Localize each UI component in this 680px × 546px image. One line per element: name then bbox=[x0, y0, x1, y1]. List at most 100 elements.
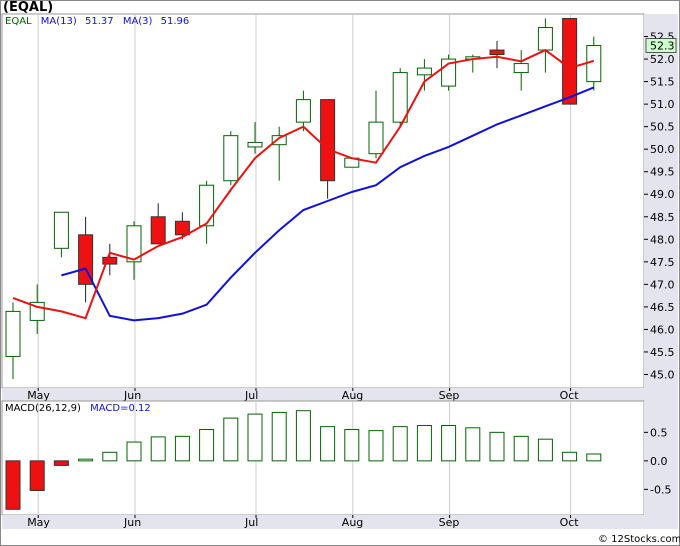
macd-bar-positive bbox=[562, 451, 578, 462]
chart-title: (EQAL) bbox=[3, 0, 53, 15]
candle-body-down bbox=[102, 256, 118, 265]
candle-body-up bbox=[247, 141, 263, 148]
macd-bar-negative bbox=[5, 460, 21, 510]
macd-ytick-label: 0.5 bbox=[650, 426, 668, 439]
price-xaxis-panel bbox=[2, 388, 644, 402]
price-xtick-label: Jun bbox=[123, 389, 141, 402]
candle-body-up bbox=[295, 99, 311, 123]
legend-ma13-value: 51.37 bbox=[85, 16, 114, 27]
macd-bar-positive bbox=[102, 451, 118, 462]
candle-body-down bbox=[174, 220, 190, 236]
ma3-line bbox=[12, 48, 595, 320]
price-ytick-label: 50.5 bbox=[650, 121, 675, 134]
macd-bar-negative bbox=[53, 460, 69, 466]
candle bbox=[416, 59, 432, 91]
credit-label: © 12Stocks.com bbox=[598, 534, 680, 545]
macd-bar-positive bbox=[465, 427, 481, 462]
candle bbox=[562, 18, 578, 105]
price-yaxis: 45.0 45.5 46.0 46.5 47.0 47.5 48.0 48.5 49.0 49.5… bbox=[644, 31, 675, 381]
price-legend: EQAL MA(13) 51.37 MA(3) 51.96 bbox=[5, 16, 189, 27]
price-ytick-label: 48.0 bbox=[650, 233, 675, 246]
candle bbox=[586, 36, 602, 91]
price-axis-panel bbox=[644, 14, 678, 402]
macd-bar-positive bbox=[320, 426, 336, 462]
macd-bar-positive bbox=[150, 436, 166, 462]
moving-averages bbox=[12, 48, 595, 322]
ma13-line bbox=[61, 86, 595, 322]
macd-bar-positive bbox=[513, 435, 529, 462]
macd-xtick-label: May bbox=[27, 516, 50, 529]
candle-body-up bbox=[53, 211, 69, 249]
macd-ytick-label: 0.0 bbox=[650, 455, 668, 468]
candle-body-down bbox=[562, 18, 578, 105]
macd-bar-positive bbox=[247, 413, 263, 462]
legend-symbol: EQAL bbox=[5, 16, 32, 27]
macd-bar-positive bbox=[344, 429, 360, 462]
candle-body-up bbox=[223, 135, 239, 182]
macd-bar-positive bbox=[441, 425, 457, 462]
macd-legend-params: MACD(26,12,9) bbox=[5, 403, 81, 414]
last-price-box bbox=[645, 38, 677, 53]
price-ytick-label: 50.0 bbox=[650, 143, 675, 156]
candle-body-up bbox=[5, 310, 21, 357]
macd-bar-positive bbox=[586, 453, 602, 462]
macd-xaxis: May Jun Jul Aug Sep Oct bbox=[27, 515, 579, 529]
macd-bar-positive bbox=[223, 417, 239, 462]
candle-body-up bbox=[392, 72, 408, 123]
candle-body-up bbox=[513, 63, 529, 74]
macd-panel: -0.5 0.0 0.5 May Jun Jul Aug Sep Oct bbox=[1, 400, 678, 529]
candle-body-up bbox=[199, 184, 215, 227]
candle bbox=[537, 18, 553, 73]
macd-xtick-label: Oct bbox=[560, 516, 580, 529]
last-price-marker: 52.3 bbox=[645, 38, 677, 53]
candle bbox=[295, 90, 311, 132]
macd-xtick-label: Aug bbox=[342, 516, 363, 529]
legend-ma13-label: MA(13) bbox=[41, 16, 77, 27]
macd-xaxis-panel bbox=[2, 515, 644, 529]
price-ytick-label: 46.5 bbox=[650, 301, 675, 314]
macd-bar-positive bbox=[295, 410, 311, 462]
price-ytick-label: 51.0 bbox=[650, 98, 675, 111]
candle bbox=[78, 216, 94, 303]
macd-bar-positive bbox=[368, 430, 384, 462]
price-xaxis: May Jun Jul Aug Sep Oct bbox=[27, 388, 579, 402]
candle bbox=[223, 131, 239, 186]
macd-bar-positive bbox=[126, 441, 142, 462]
candle-body-down bbox=[320, 99, 336, 182]
macd-bar-positive bbox=[78, 458, 94, 462]
price-xtick-label: Sep bbox=[439, 389, 460, 402]
price-ytick-label: 49.0 bbox=[650, 188, 675, 201]
candle bbox=[513, 50, 529, 91]
candle bbox=[126, 221, 142, 280]
macd-bar-positive bbox=[392, 426, 408, 462]
price-xtick-label: Aug bbox=[342, 389, 363, 402]
macd-xtick-label: Jul bbox=[244, 516, 258, 529]
macd-bar-positive bbox=[174, 435, 190, 462]
candle-body-up bbox=[416, 67, 432, 76]
macd-bar-positive bbox=[271, 411, 287, 462]
price-ytick-label: 46.0 bbox=[650, 323, 675, 336]
candle bbox=[174, 212, 190, 240]
legend-ma3-value: 51.96 bbox=[161, 16, 190, 27]
candle bbox=[247, 122, 263, 154]
macd-legend-value: MACD=0.12 bbox=[90, 403, 151, 414]
candle bbox=[53, 211, 69, 258]
macd-legend: MACD(26,12,9) MACD=0.12 bbox=[5, 403, 151, 414]
candles bbox=[5, 18, 602, 379]
price-ytick-label: 48.5 bbox=[650, 211, 675, 224]
candle bbox=[392, 68, 408, 127]
macd-bar-negative bbox=[29, 460, 45, 491]
macd-xtick-label: Jun bbox=[123, 516, 141, 529]
candle-body-up bbox=[126, 225, 142, 263]
last-price-label: 52.3 bbox=[650, 40, 675, 53]
candle-body-up bbox=[537, 27, 553, 51]
candle bbox=[199, 180, 215, 244]
price-ytick-label: 45.5 bbox=[650, 346, 675, 359]
macd-bar-positive bbox=[199, 429, 215, 462]
price-xtick-label: May bbox=[27, 389, 50, 402]
macd-yaxis: -0.5 0.0 0.5 bbox=[644, 426, 671, 496]
candle bbox=[271, 126, 287, 181]
candle-body-down bbox=[489, 49, 505, 56]
price-ytick-label: 51.5 bbox=[650, 76, 675, 89]
